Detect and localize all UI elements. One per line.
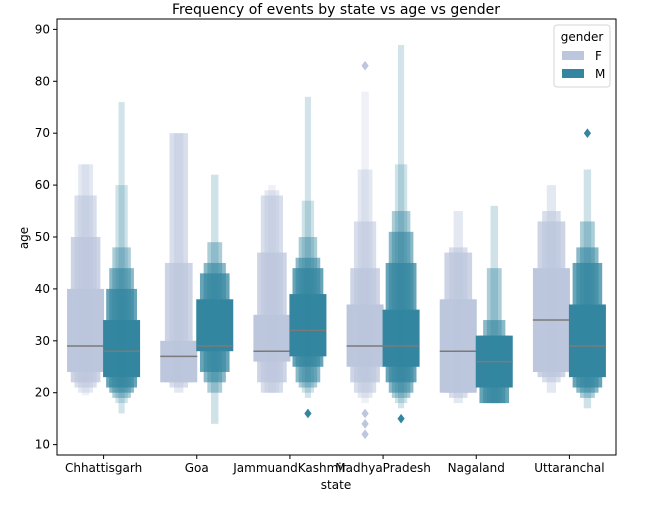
x-tick-label: MadhyaPradesh	[335, 461, 431, 475]
boxen-f-4	[439, 211, 477, 404]
boxen-level	[391, 211, 411, 398]
boxen-level	[394, 164, 408, 404]
boxen-f-2	[253, 185, 291, 393]
y-tick-label: 20	[35, 386, 50, 400]
boxen-m-4	[475, 205, 513, 404]
boxen-level	[211, 174, 219, 424]
legend-swatch-f	[562, 51, 584, 60]
x-tick-label: Uttaranchal	[534, 461, 604, 475]
x-tick-label: Nagaland	[448, 461, 505, 475]
legend-title: gender	[561, 30, 604, 44]
y-tick-label: 70	[35, 126, 50, 140]
boxen-level	[388, 231, 414, 393]
boxen-level	[576, 247, 599, 393]
y-tick-label: 80	[35, 74, 50, 88]
boxen-f-1	[160, 133, 198, 393]
boxen-f-5	[532, 185, 570, 393]
boxen-level	[580, 221, 595, 398]
legend-swatch-m	[562, 69, 584, 78]
boxen-level	[357, 169, 373, 398]
boxen-level	[268, 185, 276, 393]
x-tick-label: Goa	[185, 461, 209, 475]
boxen-level	[260, 195, 284, 393]
outlier-point	[361, 408, 369, 419]
boxen-level	[304, 96, 311, 398]
y-tick-label: 60	[35, 178, 50, 192]
outlier-point	[397, 413, 405, 424]
boxen-level	[118, 102, 125, 414]
boxen-level	[112, 247, 131, 398]
boxen-level	[203, 262, 226, 383]
boxen-level	[298, 237, 318, 388]
boxen-level	[174, 133, 184, 393]
boxen-level	[398, 44, 405, 409]
outlier-point	[361, 60, 369, 71]
boxen-level	[207, 242, 223, 393]
outlier-point	[583, 128, 592, 139]
boxen-level	[169, 133, 188, 388]
plot-frame	[56, 18, 617, 456]
boxen-level	[453, 211, 463, 404]
boxen-m-5	[568, 128, 606, 409]
y-axis-label: age	[17, 227, 31, 249]
boxen-level	[353, 221, 377, 393]
outlier-point	[304, 408, 312, 419]
x-axis-label: state	[321, 478, 351, 492]
boxen-f-3	[346, 60, 384, 440]
y-tick-label: 10	[35, 438, 50, 452]
plot-area	[56, 18, 617, 456]
y-tick-label: 30	[35, 334, 50, 348]
y-axis: 10 20 30 40 50 60 70 80 90	[35, 22, 57, 452]
boxen-m-1	[196, 174, 234, 424]
x-tick-label: JammuandKashmir	[232, 461, 346, 475]
boxen-f-0	[67, 164, 105, 396]
legend: gender F M	[553, 24, 611, 88]
y-tick-label: 40	[35, 282, 50, 296]
outlier-point	[361, 419, 369, 429]
boxen-level	[490, 205, 498, 404]
x-axis: Chhattisgarh Goa JammuandKashmirMadhyaPrad…	[65, 455, 605, 475]
x-tick-label: Chhattisgarh	[65, 461, 142, 475]
boxen-m-3	[382, 44, 420, 424]
y-tick-label: 90	[35, 22, 50, 36]
boxen-level	[301, 200, 315, 393]
boxen-level	[486, 268, 502, 404]
boxen-level	[74, 195, 97, 388]
boxen-level	[583, 169, 592, 409]
chart-title: Frequency of events by state vs age vs g…	[172, 2, 500, 18]
boxen-m-0	[103, 102, 141, 414]
boxen-m-2	[289, 96, 327, 419]
boxen-level	[449, 247, 468, 398]
boxen-level	[115, 185, 128, 404]
legend-label-f: F	[595, 49, 602, 63]
boxen-level	[542, 211, 561, 383]
boxen-level	[546, 185, 557, 393]
outlier-point	[361, 429, 369, 440]
legend-label-m: M	[595, 67, 605, 81]
boxen-level	[109, 268, 134, 393]
boxen-level	[264, 190, 280, 393]
y-tick-label: 50	[35, 230, 50, 244]
boxen-level	[81, 164, 90, 396]
boxen-level	[361, 91, 369, 404]
boxen-level	[295, 257, 321, 383]
boxen-level	[78, 164, 93, 393]
